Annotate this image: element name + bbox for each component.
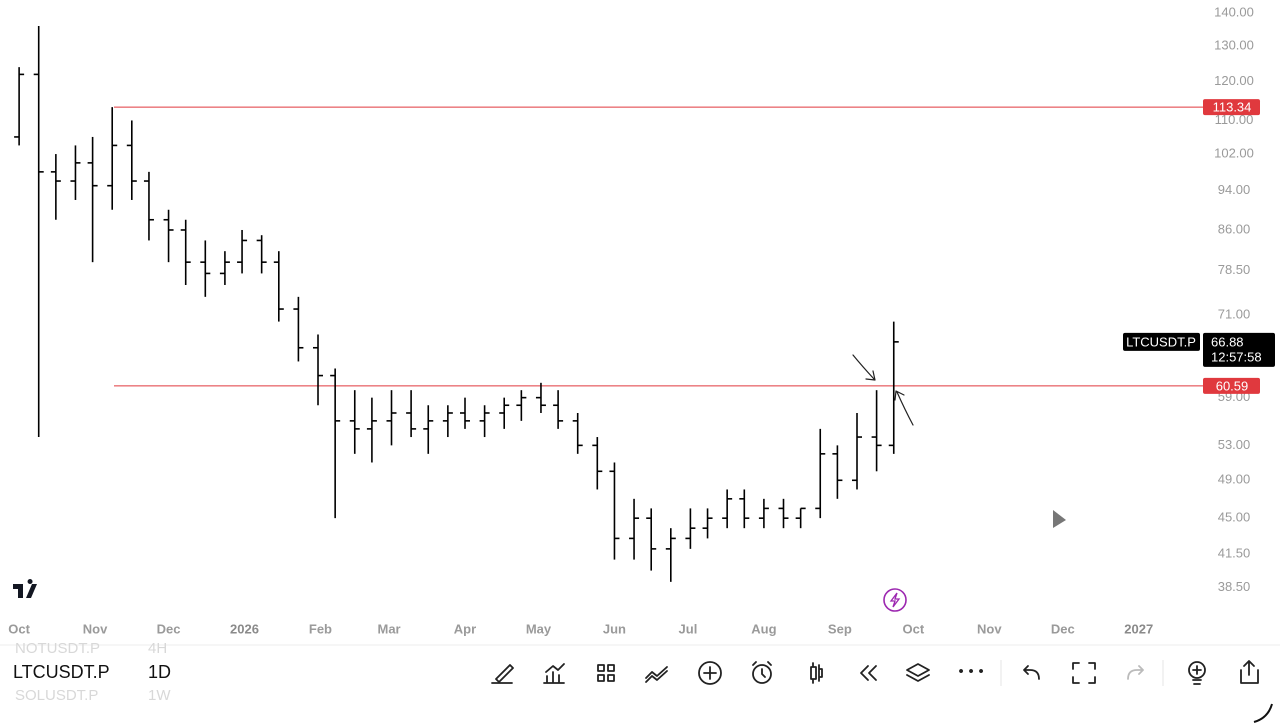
lightning-bolt [889, 592, 901, 608]
undo[interactable] [1023, 665, 1040, 680]
last-price-tag [1203, 332, 1275, 367]
compare[interactable] [645, 666, 668, 683]
idea[interactable] [1188, 661, 1206, 685]
x-tick-label: May [526, 621, 552, 636]
countdown: 12:57:58 [1211, 349, 1262, 364]
x-tick-label: Oct [8, 621, 30, 636]
replay[interactable] [860, 665, 877, 681]
share[interactable] [1240, 660, 1259, 684]
x-tick-label: Oct [903, 621, 925, 636]
lightning-icon[interactable] [883, 588, 907, 612]
price-tag-label: 60.59 [1216, 378, 1249, 393]
y-tick-label: 120.00 [1214, 73, 1254, 88]
x-tick-label: Jul [679, 621, 698, 636]
layouts[interactable] [597, 664, 615, 682]
plot: 140.00 130.00 120.00 110.00 102.00 94.00 86.00… [8, 5, 1275, 636]
x-tick-label: Feb [309, 621, 332, 636]
x-tick-label: Apr [454, 621, 476, 636]
y-tick-label: 102.00 [1214, 145, 1254, 160]
y-tick-label: 140.00 [1214, 5, 1254, 20]
indicators[interactable] [543, 663, 565, 684]
y-tick-label: 45.00 [1218, 510, 1251, 525]
x-tick-label: Jun [603, 621, 626, 636]
y-tick-label: 53.00 [1218, 437, 1251, 452]
symbol-tag-label: LTCUSDT.P [1126, 334, 1196, 349]
y-tick-label: 78.50 [1218, 262, 1251, 277]
x-tick-label: Sep [828, 621, 852, 636]
y-tick-label: 110.00 [1215, 112, 1254, 127]
y-tick-label: 38.50 [1218, 579, 1251, 594]
alert[interactable] [752, 661, 772, 684]
x-tick-label: Mar [377, 621, 400, 636]
y-tick-label: 86.00 [1218, 221, 1251, 236]
toolbar [491, 660, 1259, 686]
y-tick-label: 130.00 [1214, 38, 1254, 53]
watchlist-symbol[interactable]: SOLUSDT.P [15, 687, 98, 704]
x-tick-label: 2026 [230, 621, 259, 636]
x-tick-label: Dec [1051, 621, 1075, 636]
redo[interactable] [1127, 665, 1144, 680]
chart-type[interactable] [810, 662, 823, 684]
last-price: 66.88 [1211, 334, 1244, 349]
price-tag [1203, 377, 1260, 394]
y-tick-label: 94.00 [1218, 182, 1251, 197]
watchlist-interval[interactable]: 1W [148, 687, 171, 704]
x-tick-label: Nov [83, 621, 108, 636]
current-symbol[interactable]: LTCUSDT.P [13, 662, 110, 682]
logo[interactable] [13, 579, 37, 598]
current-interval[interactable]: 1D [148, 662, 171, 682]
add[interactable] [698, 661, 722, 685]
y-tick-label: 41.50 [1218, 546, 1251, 561]
price-tag-label: 113.34 [1213, 100, 1252, 115]
drawn-arrow [894, 390, 914, 426]
resize-handle [1253, 703, 1273, 723]
x-tick-label: Aug [751, 621, 776, 636]
watchlist-symbol[interactable]: NOTUSDT.P [15, 640, 100, 657]
x-tick-label: 2027 [1124, 621, 1153, 636]
more[interactable] [959, 669, 984, 673]
y-tick-label: 49.00 [1218, 472, 1251, 487]
cursor [1053, 510, 1066, 528]
watchlist-interval[interactable]: 4H [148, 640, 167, 657]
price-tag [1203, 99, 1260, 116]
fullscreen[interactable] [1072, 662, 1096, 684]
x-tick-label: Nov [977, 621, 1002, 636]
y-tick-label: 71.00 [1218, 307, 1251, 322]
symbol-tag [1123, 332, 1200, 351]
drawn-arrow [852, 354, 876, 381]
x-tick-label: Dec [157, 621, 181, 636]
draw-tool[interactable] [491, 664, 514, 684]
layers[interactable] [906, 663, 930, 682]
